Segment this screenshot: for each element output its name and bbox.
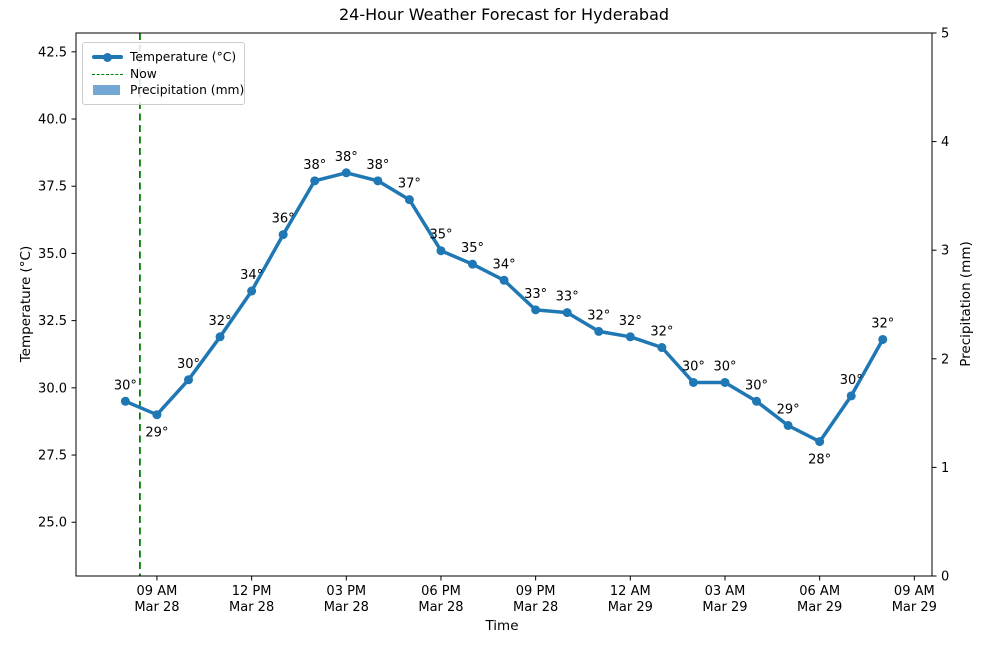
temperature-marker: [625, 332, 635, 342]
x-tick-label: 12 AM Mar 29: [608, 584, 653, 615]
temperature-marker: [688, 377, 698, 387]
x-tick-label: 06 AM Mar 29: [797, 584, 842, 615]
y-left-tick-label: 40.0: [38, 113, 67, 128]
temperature-marker: [815, 437, 825, 447]
temperature-marker: [310, 176, 320, 186]
temperature-point-label: 32°: [619, 314, 642, 329]
temperature-point-label: 30°: [682, 359, 705, 374]
temperature-marker: [373, 176, 383, 186]
temperature-marker: [152, 410, 162, 420]
temperature-point-label: 35°: [429, 228, 452, 243]
temperature-marker: [531, 305, 541, 315]
temperature-marker: [499, 275, 509, 285]
chart-title: 24-Hour Weather Forecast for Hyderabad: [338, 5, 670, 24]
y-right-tick-label: 4: [941, 135, 949, 150]
x-tick-label: 09 AM Mar 29: [892, 584, 937, 615]
temperature-point-label: 38°: [335, 150, 358, 165]
temperature-point-label: 30°: [177, 357, 200, 372]
temperature-marker: [783, 420, 793, 430]
x-tick-label: 09 PM Mar 28: [513, 584, 558, 615]
temperature-marker: [846, 391, 856, 401]
x-tick-label: 12 PM Mar 28: [229, 584, 274, 615]
y-axis-label-temperature: Temperature (°C): [18, 245, 34, 363]
temperature-point-label: 33°: [524, 287, 547, 302]
temperature-marker: [657, 343, 667, 353]
temperature-point-label: 30°: [713, 359, 736, 374]
y-left-tick-label: 42.5: [38, 45, 67, 60]
temperature-point-label: 32°: [587, 308, 610, 323]
temperature-point-label: 30°: [745, 378, 768, 393]
temperature-point-label: 30°: [114, 378, 137, 393]
y-axis-label-precipitation: Precipitation (mm): [958, 241, 974, 367]
y-right-tick-label: 5: [941, 27, 949, 42]
temperature-point-label: 28°: [808, 453, 831, 468]
y-right-tick-label: 3: [941, 244, 949, 259]
precipitation-patch-icon: [92, 84, 123, 96]
temperature-point-label: 33°: [556, 290, 579, 305]
temperature-line: [123, 171, 885, 444]
temperature-point-label: 30°: [840, 373, 863, 388]
y-left-tick-label: 32.5: [38, 314, 67, 329]
temperature-marker: [752, 396, 762, 406]
temperature-point-label: 35°: [461, 241, 484, 256]
temperature-point-label: 38°: [303, 158, 326, 173]
y-right-tick-label: 0: [941, 570, 949, 585]
temperature-point-label: 36°: [272, 212, 295, 227]
plot-border: [75, 32, 933, 577]
temperature-point-label: 32°: [650, 325, 673, 340]
x-tick-label: 09 AM Mar 28: [134, 584, 179, 615]
temperature-marker: [436, 246, 446, 256]
temperature-marker: [341, 168, 351, 178]
temperature-marker: [468, 259, 478, 269]
now-dashed-line-icon: [92, 68, 123, 80]
temperature-point-label: 38°: [366, 158, 389, 173]
x-tick-label: 03 AM Mar 29: [702, 584, 747, 615]
temperature-point-label: 29°: [777, 402, 800, 417]
temperature-point-label: 32°: [871, 316, 894, 331]
temperature-point-label: 29°: [145, 426, 168, 441]
y-left-tick-label: 27.5: [38, 449, 67, 464]
x-axis-label-time: Time: [485, 618, 519, 634]
legend-label-temperature: Temperature (°C): [130, 50, 237, 64]
y-left-tick-label: 30.0: [38, 381, 67, 396]
temperature-point-label: 34°: [240, 268, 263, 283]
legend-item-precipitation: Precipitation (mm): [92, 83, 244, 97]
temperature-marker: [594, 326, 604, 336]
temperature-marker: [120, 396, 130, 406]
temperature-marker: [184, 375, 194, 385]
legend-label-precipitation: Precipitation (mm): [130, 83, 245, 97]
y-right-tick-label: 2: [941, 352, 949, 367]
y-left-tick-label: 25.0: [38, 516, 67, 531]
temperature-marker: [247, 286, 257, 296]
temperature-point-label: 34°: [493, 257, 516, 272]
temperature-marker: [720, 377, 730, 387]
chart-legend: Temperature (°C) Now Precipitation (mm): [82, 42, 245, 105]
y-left-tick-label: 35.0: [38, 247, 67, 262]
temperature-marker: [215, 332, 225, 342]
x-tick-label: 06 PM Mar 28: [418, 584, 463, 615]
temperature-line-icon: [92, 51, 123, 63]
temperature-marker: [278, 230, 288, 240]
y-right-tick-label: 1: [941, 461, 949, 476]
x-tick-label: 03 PM Mar 28: [324, 584, 369, 615]
y-left-tick-label: 37.5: [38, 180, 67, 195]
legend-item-temperature: Temperature (°C): [92, 50, 238, 64]
legend-item-now: Now: [92, 67, 238, 81]
legend-label-now: Now: [130, 66, 157, 81]
temperature-marker: [562, 308, 572, 318]
temperature-point-label: 37°: [398, 177, 421, 192]
temperature-marker: [878, 334, 888, 344]
temperature-point-label: 32°: [209, 314, 232, 329]
temperature-marker: [404, 195, 414, 205]
